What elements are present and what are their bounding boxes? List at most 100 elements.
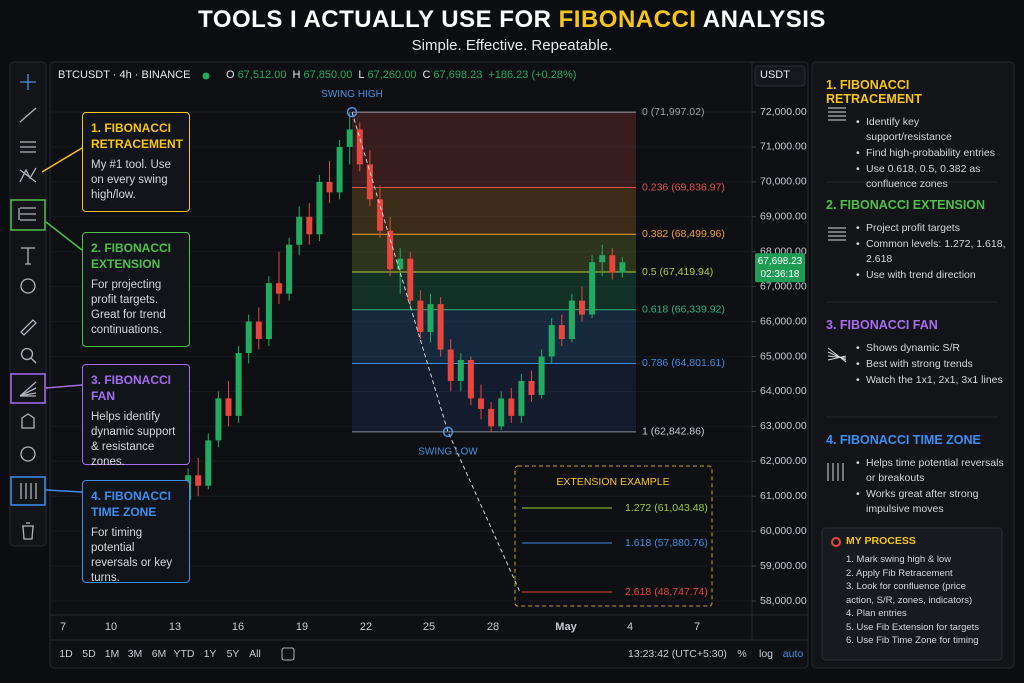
y-tick-label: 61,000.00: [760, 490, 807, 502]
extension-label: 1.272 (61,043.48): [625, 502, 708, 514]
x-tick-label: 10: [105, 621, 117, 633]
ruler-icon[interactable]: [20, 319, 37, 336]
arrow: [45, 384, 83, 389]
x-tick-label: 4: [627, 621, 633, 633]
candle-body: [548, 325, 555, 357]
y-tick-label: 72,000.00: [760, 106, 807, 118]
callout-title: 4. FIBONACCI TIME ZONE: [91, 489, 172, 519]
candle-body: [296, 216, 303, 245]
extension-label: 2.618 (48,747.74): [625, 586, 708, 598]
sidebar-section: 3. FIBONACCI FAN Shows dynamic S/RBest wi…: [826, 318, 1006, 389]
candle-body: [346, 129, 353, 147]
toolbar-icons: [10, 74, 46, 540]
fan-highlight: [10, 373, 46, 404]
candle-body: [276, 283, 282, 294]
process-title: MY PROCESS: [846, 535, 916, 547]
arrow: [45, 489, 83, 493]
candle-body: [619, 262, 626, 273]
range-button[interactable]: 6M: [152, 648, 167, 660]
callout-title: 3. FIBONACCI FAN: [91, 373, 172, 403]
fib-fan-icon[interactable]: [19, 381, 37, 397]
swing-path: [351, 111, 521, 593]
range-button[interactable]: 3M: [128, 648, 143, 660]
callout-title: 2. FIBONACCI EXTENSION: [91, 241, 172, 271]
time-zone-highlight: [10, 476, 46, 506]
candle-body: [205, 440, 212, 486]
clock: 13:23:42 (UTC+5:30): [628, 648, 727, 660]
countdown: 02:36:18: [761, 269, 800, 280]
callout-text: Helps identify dynamic support & resista…: [91, 411, 176, 468]
candle-body: [568, 300, 575, 340]
trash-icon[interactable]: [22, 522, 34, 540]
date-range-icon[interactable]: [281, 647, 295, 661]
range-button[interactable]: 1M: [105, 648, 120, 660]
pattern-icon[interactable]: [19, 167, 37, 183]
fib-label: 0.618 (66,339.92): [642, 303, 725, 315]
fib-label: 0.236 (69,836.97): [642, 181, 725, 193]
currency-dropdown[interactable]: [754, 65, 806, 87]
ohlc-key: O: [226, 69, 235, 81]
lock-icon[interactable]: [21, 413, 35, 429]
subtitle: Simple. Effective. Repeatable.: [411, 37, 613, 54]
x-tick-label: 22: [360, 621, 372, 633]
section-bullet: Use with trend direction: [826, 268, 1006, 283]
fib-zone: [352, 112, 636, 188]
range-button[interactable]: 1Y: [204, 648, 217, 660]
x-tick-label: 28: [487, 621, 499, 633]
section-bullet: Watch the 1x1, 2x1, 3x1 lines: [826, 373, 1006, 388]
range-button[interactable]: 1D: [59, 648, 73, 660]
arrow: [45, 221, 83, 251]
emoji-icon[interactable]: [20, 278, 36, 294]
text-icon[interactable]: [21, 247, 35, 265]
zoom-icon[interactable]: [20, 347, 34, 361]
y-tick-label: 71,000.00: [760, 141, 807, 153]
fib-label: 0 (71,997.02): [642, 106, 704, 118]
range-button[interactable]: 5Y: [227, 648, 240, 660]
process-step: 1. Mark swing high & low: [846, 554, 952, 565]
candle-body: [457, 360, 464, 381]
callout-text: For timing potential reversals or key tu…: [91, 527, 173, 584]
y-tick-label: 59,000.00: [760, 560, 807, 572]
visibility-icon[interactable]: [20, 446, 36, 462]
callout: 4. FIBONACCI TIME ZONE For timing potenti…: [82, 480, 190, 584]
range-button[interactable]: YTD: [174, 648, 195, 660]
candle-body: [508, 398, 515, 416]
process-step: 5. Use Fib Extension for targets: [846, 621, 980, 633]
callout-text: For projecting profit targets. Great for…: [91, 279, 166, 336]
candle-body: [316, 181, 323, 235]
extension-label: 1.618 (57,880.76): [625, 537, 708, 549]
crosshair-icon[interactable]: [20, 74, 36, 90]
candle-body: [427, 304, 434, 333]
swing-high-label: SWING HIGH: [321, 89, 383, 100]
scale-log[interactable]: log: [759, 648, 773, 660]
currency[interactable]: USDT: [760, 69, 790, 81]
change: +186.23 (+0.28%): [488, 69, 577, 81]
candle-body: [356, 129, 363, 165]
range-button[interactable]: 5D: [82, 648, 96, 660]
title-part: FIBONACCI: [558, 6, 697, 33]
candle-body: [599, 255, 606, 263]
fib-extension-icon[interactable]: [18, 207, 36, 221]
process-step: 6. Use Fib Time Zone for timing: [846, 635, 979, 646]
section-bullet: Find high-probability entries: [826, 146, 1006, 161]
trendline-icon[interactable]: [19, 107, 37, 123]
x-tick-label: 19: [296, 621, 308, 633]
target-icon: [831, 537, 841, 547]
candle-body: [225, 398, 232, 416]
swing-high-marker: [346, 106, 358, 118]
section-title: 3. FIBONACCI FAN: [826, 318, 938, 332]
sidebar-section: 4. FIBONACCI TIME ZONE Helps time potenti…: [826, 433, 1006, 518]
range-button[interactable]: All: [249, 648, 261, 660]
fib-retracement-icon[interactable]: [20, 141, 36, 153]
scale-percent[interactable]: %: [737, 648, 746, 660]
callout-text: My #1 tool. Use on every swing high/low.: [91, 159, 171, 201]
candle-body: [518, 380, 525, 416]
process: MY PROCESS 1. Mark swing high & low 2. App…: [846, 535, 996, 648]
extension-title: EXTENSION EXAMPLE: [556, 476, 669, 488]
ohlc-value: 67,512.00: [237, 69, 287, 81]
x-tick-label: 16: [232, 621, 244, 633]
ohlc-key: C: [422, 69, 431, 81]
scale-auto[interactable]: auto: [783, 648, 804, 660]
fib-time-zone-icon[interactable]: [20, 483, 37, 499]
